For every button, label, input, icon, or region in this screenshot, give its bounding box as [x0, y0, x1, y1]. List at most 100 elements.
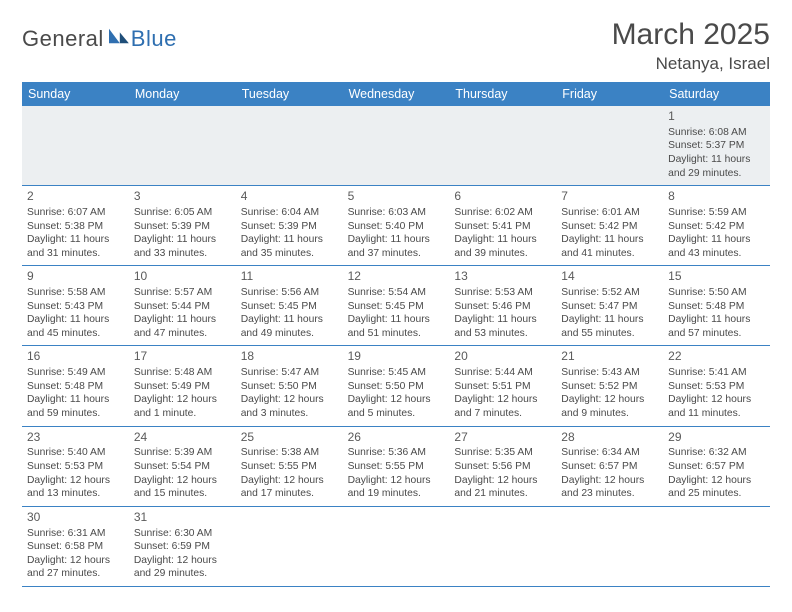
sunset-label: Sunset: 6:57 PM — [561, 460, 659, 474]
day-cell — [129, 106, 236, 185]
day-number: 4 — [241, 189, 339, 205]
day-number: 27 — [454, 430, 552, 446]
sunrise-label: Sunrise: 5:56 AM — [241, 286, 339, 300]
sunrise-label: Sunrise: 5:48 AM — [134, 366, 232, 380]
sunset-label: Sunset: 5:39 PM — [241, 220, 339, 234]
weekday-saturday: Saturday — [663, 82, 770, 106]
day-cell: 29Sunrise: 6:32 AMSunset: 6:57 PMDayligh… — [663, 427, 770, 506]
day-cell: 18Sunrise: 5:47 AMSunset: 5:50 PMDayligh… — [236, 346, 343, 425]
day-cell: 4Sunrise: 6:04 AMSunset: 5:39 PMDaylight… — [236, 186, 343, 265]
sunrise-label: Sunrise: 5:53 AM — [454, 286, 552, 300]
sunset-label: Sunset: 5:48 PM — [27, 380, 125, 394]
calendar-page: General Blue March 2025 Netanya, Israel … — [0, 0, 792, 597]
sunset-label: Sunset: 5:55 PM — [348, 460, 446, 474]
sunset-label: Sunset: 5:42 PM — [668, 220, 766, 234]
sunset-label: Sunset: 5:51 PM — [454, 380, 552, 394]
logo-text-blue: Blue — [131, 26, 177, 52]
sunrise-label: Sunrise: 6:32 AM — [668, 446, 766, 460]
day-number: 29 — [668, 430, 766, 446]
sunrise-label: Sunrise: 5:40 AM — [27, 446, 125, 460]
day-number: 1 — [668, 109, 766, 125]
day-cell: 7Sunrise: 6:01 AMSunset: 5:42 PMDaylight… — [556, 186, 663, 265]
daylight-label: Daylight: 12 hours and 1 minute. — [134, 393, 232, 420]
sunset-label: Sunset: 5:47 PM — [561, 300, 659, 314]
logo-sail-icon — [107, 27, 129, 45]
sunrise-label: Sunrise: 5:39 AM — [134, 446, 232, 460]
daylight-label: Daylight: 12 hours and 5 minutes. — [348, 393, 446, 420]
week-row: 1Sunrise: 6:08 AMSunset: 5:37 PMDaylight… — [22, 106, 770, 186]
day-number: 30 — [27, 510, 125, 526]
sunrise-label: Sunrise: 6:03 AM — [348, 206, 446, 220]
day-number: 12 — [348, 269, 446, 285]
day-number: 18 — [241, 349, 339, 365]
day-cell: 15Sunrise: 5:50 AMSunset: 5:48 PMDayligh… — [663, 266, 770, 345]
sunrise-label: Sunrise: 5:45 AM — [348, 366, 446, 380]
day-cell: 14Sunrise: 5:52 AMSunset: 5:47 PMDayligh… — [556, 266, 663, 345]
daylight-label: Daylight: 11 hours and 49 minutes. — [241, 313, 339, 340]
sunrise-label: Sunrise: 6:07 AM — [27, 206, 125, 220]
day-cell: 27Sunrise: 5:35 AMSunset: 5:56 PMDayligh… — [449, 427, 556, 506]
day-number: 17 — [134, 349, 232, 365]
sunrise-label: Sunrise: 6:02 AM — [454, 206, 552, 220]
location-label: Netanya, Israel — [612, 54, 770, 74]
day-cell: 9Sunrise: 5:58 AMSunset: 5:43 PMDaylight… — [22, 266, 129, 345]
day-cell: 20Sunrise: 5:44 AMSunset: 5:51 PMDayligh… — [449, 346, 556, 425]
day-cell: 1Sunrise: 6:08 AMSunset: 5:37 PMDaylight… — [663, 106, 770, 185]
daylight-label: Daylight: 11 hours and 37 minutes. — [348, 233, 446, 260]
day-number: 15 — [668, 269, 766, 285]
sunset-label: Sunset: 5:37 PM — [668, 139, 766, 153]
day-number: 9 — [27, 269, 125, 285]
daylight-label: Daylight: 12 hours and 13 minutes. — [27, 474, 125, 501]
day-cell — [236, 106, 343, 185]
day-number: 10 — [134, 269, 232, 285]
day-cell: 26Sunrise: 5:36 AMSunset: 5:55 PMDayligh… — [343, 427, 450, 506]
daylight-label: Daylight: 11 hours and 41 minutes. — [561, 233, 659, 260]
sunrise-label: Sunrise: 6:05 AM — [134, 206, 232, 220]
day-cell: 23Sunrise: 5:40 AMSunset: 5:53 PMDayligh… — [22, 427, 129, 506]
sunset-label: Sunset: 5:54 PM — [134, 460, 232, 474]
week-row: 30Sunrise: 6:31 AMSunset: 6:58 PMDayligh… — [22, 507, 770, 587]
day-cell — [449, 507, 556, 586]
day-cell: 6Sunrise: 6:02 AMSunset: 5:41 PMDaylight… — [449, 186, 556, 265]
day-cell: 8Sunrise: 5:59 AMSunset: 5:42 PMDaylight… — [663, 186, 770, 265]
sunrise-label: Sunrise: 5:41 AM — [668, 366, 766, 380]
sunset-label: Sunset: 6:57 PM — [668, 460, 766, 474]
sunset-label: Sunset: 5:38 PM — [27, 220, 125, 234]
daylight-label: Daylight: 12 hours and 25 minutes. — [668, 474, 766, 501]
day-cell — [22, 106, 129, 185]
sunrise-label: Sunrise: 5:47 AM — [241, 366, 339, 380]
daylight-label: Daylight: 11 hours and 45 minutes. — [27, 313, 125, 340]
sunrise-label: Sunrise: 5:52 AM — [561, 286, 659, 300]
sunset-label: Sunset: 5:53 PM — [27, 460, 125, 474]
day-cell: 19Sunrise: 5:45 AMSunset: 5:50 PMDayligh… — [343, 346, 450, 425]
weeks-container: 1Sunrise: 6:08 AMSunset: 5:37 PMDaylight… — [22, 106, 770, 587]
day-cell: 24Sunrise: 5:39 AMSunset: 5:54 PMDayligh… — [129, 427, 236, 506]
daylight-label: Daylight: 11 hours and 33 minutes. — [134, 233, 232, 260]
weekday-thursday: Thursday — [449, 82, 556, 106]
daylight-label: Daylight: 11 hours and 43 minutes. — [668, 233, 766, 260]
day-cell: 22Sunrise: 5:41 AMSunset: 5:53 PMDayligh… — [663, 346, 770, 425]
day-cell: 30Sunrise: 6:31 AMSunset: 6:58 PMDayligh… — [22, 507, 129, 586]
daylight-label: Daylight: 11 hours and 53 minutes. — [454, 313, 552, 340]
logo-text-general: General — [22, 26, 104, 52]
day-cell — [343, 106, 450, 185]
sunset-label: Sunset: 5:56 PM — [454, 460, 552, 474]
weekday-tuesday: Tuesday — [236, 82, 343, 106]
day-cell — [556, 507, 663, 586]
sunset-label: Sunset: 5:50 PM — [348, 380, 446, 394]
day-number: 3 — [134, 189, 232, 205]
sunrise-label: Sunrise: 6:34 AM — [561, 446, 659, 460]
day-cell: 12Sunrise: 5:54 AMSunset: 5:45 PMDayligh… — [343, 266, 450, 345]
day-number: 25 — [241, 430, 339, 446]
sunset-label: Sunset: 5:44 PM — [134, 300, 232, 314]
daylight-label: Daylight: 11 hours and 55 minutes. — [561, 313, 659, 340]
title-block: March 2025 Netanya, Israel — [612, 18, 770, 74]
sunrise-label: Sunrise: 5:38 AM — [241, 446, 339, 460]
day-number: 21 — [561, 349, 659, 365]
sunset-label: Sunset: 5:55 PM — [241, 460, 339, 474]
week-row: 9Sunrise: 5:58 AMSunset: 5:43 PMDaylight… — [22, 266, 770, 346]
weekday-wednesday: Wednesday — [343, 82, 450, 106]
sunrise-label: Sunrise: 5:59 AM — [668, 206, 766, 220]
day-cell: 13Sunrise: 5:53 AMSunset: 5:46 PMDayligh… — [449, 266, 556, 345]
daylight-label: Daylight: 12 hours and 15 minutes. — [134, 474, 232, 501]
